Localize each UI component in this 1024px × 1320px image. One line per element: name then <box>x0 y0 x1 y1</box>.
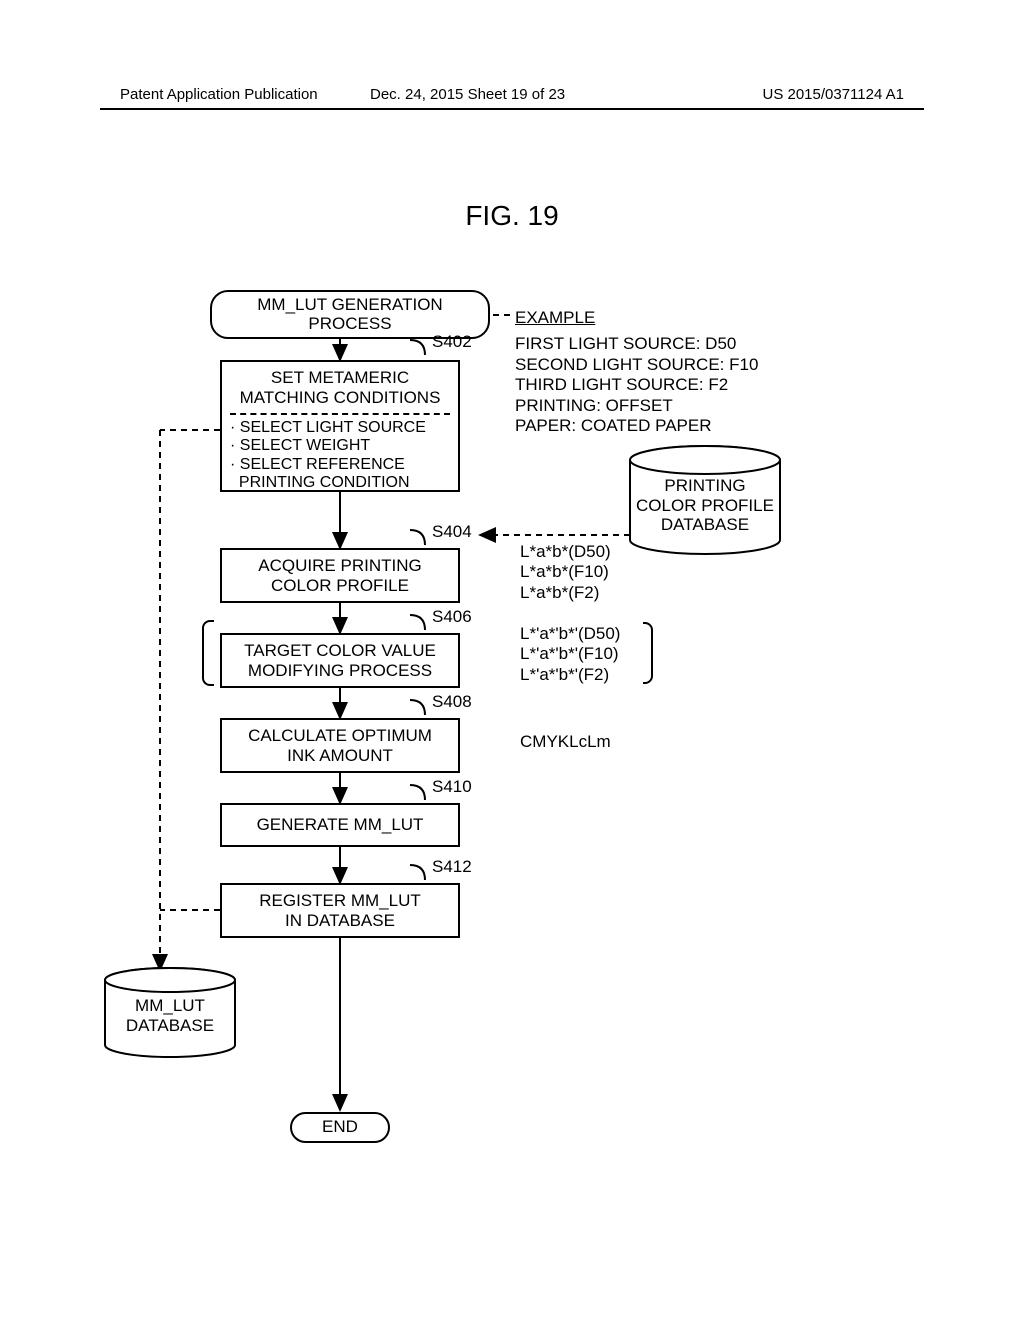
bracket-s406 <box>202 620 214 686</box>
label-s408: S408 <box>432 692 472 712</box>
lab-output: L*'a*'b*'(D50) L*'a*'b*'(F10) L*'a*'b*'(… <box>520 624 620 685</box>
header-right: US 2015/0371124 A1 <box>762 86 904 103</box>
figure-title: FIG. 19 <box>0 200 1024 232</box>
label-s402: S402 <box>432 332 472 352</box>
header-left: Patent Application Publication <box>120 86 318 103</box>
step-s404: ACQUIRE PRINTING COLOR PROFILE <box>220 548 460 603</box>
example-title: EXAMPLE <box>515 308 758 328</box>
start-label: MM_LUT GENERATION PROCESS <box>257 295 442 333</box>
ink-annotation: CMYKLcLm <box>520 732 611 752</box>
label-s410: S410 <box>432 777 472 797</box>
flowchart: MM_LUT GENERATION PROCESS END SET METAME… <box>140 290 920 1170</box>
bracket-lab-out <box>643 622 653 684</box>
step-s406: TARGET COLOR VALUE MODIFYING PROCESS <box>220 633 460 688</box>
s406-text: TARGET COLOR VALUE MODIFYING PROCESS <box>244 641 436 680</box>
header-center: Dec. 24, 2015 Sheet 19 of 23 <box>370 86 565 103</box>
s408-text: CALCULATE OPTIMUM INK AMOUNT <box>248 726 432 765</box>
example-block: EXAMPLE FIRST LIGHT SOURCE: D50 SECOND L… <box>515 308 758 436</box>
example-body: FIRST LIGHT SOURCE: D50 SECOND LIGHT SOU… <box>515 334 758 436</box>
db-mmlut-label: MM_LUT DATABASE <box>105 996 235 1035</box>
s402-text: SET METAMERIC MATCHING CONDITIONS <box>230 368 450 407</box>
label-s406: S406 <box>432 607 472 627</box>
label-s404: S404 <box>432 522 472 542</box>
step-s402: SET METAMERIC MATCHING CONDITIONS · SELE… <box>220 360 460 492</box>
step-s412: REGISTER MM_LUT IN DATABASE <box>220 883 460 938</box>
s410-text: GENERATE MM_LUT <box>257 815 424 834</box>
step-s408: CALCULATE OPTIMUM INK AMOUNT <box>220 718 460 773</box>
s404-text: ACQUIRE PRINTING COLOR PROFILE <box>258 556 421 595</box>
header-rule <box>100 108 924 110</box>
label-s412: S412 <box>432 857 472 877</box>
lab-input: L*a*b*(D50) L*a*b*(F10) L*a*b*(F2) <box>520 542 611 603</box>
step-s410: GENERATE MM_LUT <box>220 803 460 847</box>
db-printing-label: PRINTING COLOR PROFILE DATABASE <box>630 476 780 535</box>
end-label: END <box>322 1117 358 1136</box>
s402-sub: · SELECT LIGHT SOURCE · SELECT WEIGHT · … <box>230 413 450 493</box>
end-terminator: END <box>290 1112 390 1143</box>
s412-text: REGISTER MM_LUT IN DATABASE <box>259 891 421 930</box>
